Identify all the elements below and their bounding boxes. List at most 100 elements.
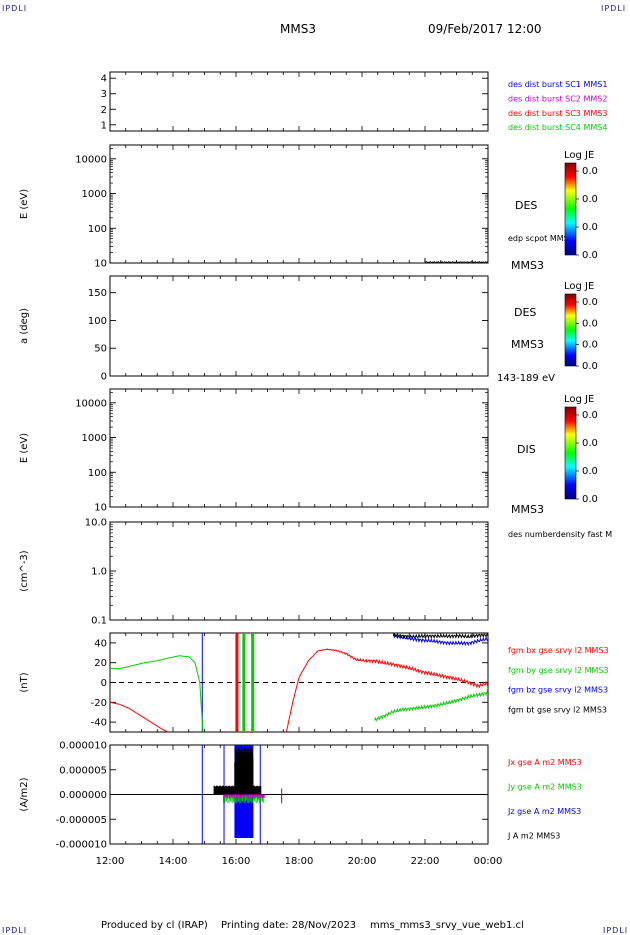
panel-des_energy: 10 100 1000 10000 E (eV) DES edp scpot MMS3 MMS… bbox=[19, 144, 598, 272]
panel-density: 0.1 1.0 10.0 (cm^-3) des numberdensity fast … bbox=[19, 518, 612, 627]
panel-frame bbox=[109, 388, 489, 508]
y-tick-label: -40 bbox=[91, 718, 107, 729]
scpot-trace bbox=[424, 260, 489, 264]
current-spikes bbox=[213, 747, 262, 795]
x-tick-label: 14:00 bbox=[159, 856, 188, 867]
y-tick-label: -20 bbox=[91, 698, 107, 709]
panel-current: -0.000010 -0.000005 0.000000 0.000005 0.0000… bbox=[19, 741, 582, 868]
spacecraft-title: MMS3 bbox=[280, 22, 316, 36]
y-tick-label: 10.0 bbox=[85, 518, 107, 529]
footer-filename: mms_mms3_srvy_vue_web1.cl bbox=[370, 920, 524, 931]
legend-entry: Jx gse A m2 MMS3 bbox=[507, 758, 582, 767]
legend-entry: des dist burst SC3 MMS3 bbox=[508, 109, 607, 118]
y-tick-label: 10 bbox=[94, 259, 107, 270]
x-tick-label: 16:00 bbox=[222, 856, 251, 867]
colorbar-title: Log JE bbox=[564, 281, 594, 292]
y-axis-label: (nT) bbox=[19, 672, 30, 692]
y-tick-label: 0 bbox=[101, 372, 107, 383]
series-line bbox=[393, 633, 488, 640]
y-axis-label: E (eV) bbox=[19, 433, 30, 463]
side-label: edp scpot MMS3 bbox=[508, 234, 574, 243]
y-tick-label: 40 bbox=[94, 638, 107, 649]
y-tick-label: 1000 bbox=[82, 189, 107, 200]
panel-burst: 1 2 3 4 des dist burst SC1 MMS1 des dist burs… bbox=[101, 71, 607, 132]
y-axis-label: a (deg) bbox=[19, 308, 30, 344]
colorbar-tick-label: 0.0 bbox=[582, 250, 598, 261]
colorbar-tick-label: 0.0 bbox=[582, 166, 598, 177]
colorbar-tick-label: 0.0 bbox=[582, 410, 598, 421]
colorbar bbox=[564, 162, 577, 256]
logo-left-top: IPDLI bbox=[2, 4, 28, 13]
panel-des_pitch: 0 50 100 150 a (deg) DES MMS3 143-189 eV Log JE 0… bbox=[19, 275, 598, 384]
legend-entry: fgm by gse srvy l2 MMS3 bbox=[508, 666, 609, 675]
side-label: MMS3 bbox=[511, 259, 544, 272]
legend-entry: des dist burst SC4 MMS4 bbox=[508, 123, 607, 132]
y-axis-label: (cm^-3) bbox=[19, 550, 30, 591]
panel-dis_energy: 10 100 1000 10000 E (eV) DIS MMS3 Log JE 0.0 0.0 0… bbox=[19, 388, 598, 516]
panel-frame bbox=[109, 275, 489, 377]
y-tick-label: 100 bbox=[88, 316, 107, 327]
y-tick-label: 50 bbox=[94, 344, 107, 355]
footer-produced-by: Produced by cl (IRAP) bbox=[101, 920, 208, 931]
side-label: DES bbox=[515, 199, 537, 212]
panel-frame bbox=[109, 521, 489, 621]
y-tick-label: 100 bbox=[88, 468, 107, 479]
y-tick-label: -0.000010 bbox=[56, 840, 107, 851]
series-line bbox=[110, 701, 169, 732]
y-tick-label: 100 bbox=[88, 224, 107, 235]
x-tick-label: 18:00 bbox=[285, 856, 314, 867]
series-line bbox=[374, 690, 488, 722]
footer-printing-date: Printing date: 28/Nov/2023 bbox=[221, 920, 357, 931]
y-tick-label: 3 bbox=[101, 89, 107, 100]
side-label: DES bbox=[514, 306, 536, 319]
y-axis-label: E (eV) bbox=[19, 189, 30, 219]
colorbar bbox=[564, 293, 577, 367]
x-tick-label: 12:00 bbox=[96, 856, 125, 867]
colorbar-tick-label: 0.0 bbox=[582, 438, 598, 449]
colorbar-tick-label: 0.0 bbox=[582, 318, 598, 329]
datetime-title: 09/Feb/2017 12:00 bbox=[428, 22, 542, 36]
legend-entry: fgm bz gse srvy l2 MMS3 bbox=[508, 686, 608, 695]
y-tick-label: 150 bbox=[88, 288, 107, 299]
logo-left-bottom: IPDLI bbox=[2, 926, 28, 935]
y-axis-label: (A/m2) bbox=[19, 777, 30, 811]
y-tick-label: 2 bbox=[101, 105, 107, 116]
y-tick-label: 10000 bbox=[75, 154, 107, 165]
side-label: MMS3 bbox=[511, 503, 544, 516]
colorbar bbox=[564, 406, 577, 500]
y-tick-label: 0.1 bbox=[91, 616, 107, 627]
y-tick-label: -0.000005 bbox=[56, 815, 107, 826]
series-line bbox=[285, 648, 488, 732]
y-tick-label: 1.0 bbox=[91, 567, 107, 578]
y-tick-label: 1000 bbox=[82, 433, 107, 444]
colorbar-tick-label: 0.0 bbox=[582, 466, 598, 477]
legend-entry: fgm bx gse srvy l2 MMS3 bbox=[508, 646, 609, 655]
jx-trace bbox=[223, 794, 265, 799]
legend-entry: des dist burst SC2 MMS2 bbox=[508, 94, 607, 103]
legend-entry: Jy gse A m2 MMS3 bbox=[507, 783, 582, 792]
logo-right-bottom: IPDLI bbox=[603, 926, 629, 935]
y-tick-label: 0.000005 bbox=[59, 765, 107, 776]
x-tick-label: 00:00 bbox=[474, 856, 503, 867]
y-tick-label: 0.000000 bbox=[59, 790, 107, 801]
legend-entry: des dist burst SC1 MMS1 bbox=[508, 80, 607, 89]
legend-entry: Jz gse A m2 MMS3 bbox=[507, 807, 581, 816]
legend-entry: fgm bt gse srvy l2 MMS3 bbox=[508, 705, 607, 714]
colorbar-tick-label: 0.0 bbox=[582, 222, 598, 233]
y-tick-label: 10000 bbox=[75, 398, 107, 409]
colorbar-tick-label: 0.0 bbox=[582, 297, 598, 308]
y-tick-label: 1 bbox=[101, 120, 107, 131]
y-tick-label: 10 bbox=[94, 503, 107, 514]
colorbar-tick-label: 0.0 bbox=[582, 361, 598, 372]
series-line bbox=[110, 655, 204, 732]
y-tick-label: 20 bbox=[94, 658, 107, 669]
side-label: MMS3 bbox=[511, 338, 544, 351]
legend-entry: J A m2 MMS3 bbox=[507, 832, 560, 841]
panel-frame bbox=[109, 144, 489, 264]
side-label: 143-189 eV bbox=[497, 373, 555, 384]
side-label: DIS bbox=[517, 443, 536, 456]
colorbar-tick-label: 0.0 bbox=[582, 494, 598, 505]
logo-right-top: IPDLI bbox=[601, 4, 627, 13]
x-tick-label: 22:00 bbox=[411, 856, 440, 867]
